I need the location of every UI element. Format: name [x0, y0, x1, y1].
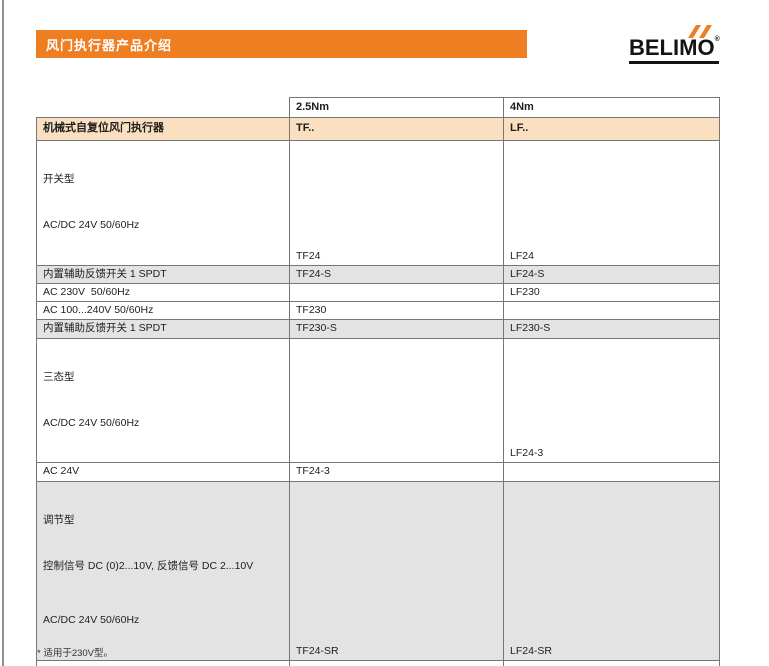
- row-label: AC 24V: [36, 462, 290, 482]
- empty-corner-cell: [36, 97, 290, 118]
- value-cell: 开关型 40-75s；调节型 / 三态型 150s 25s @ -20...+5…: [503, 660, 720, 666]
- row-label: AC 100...240V 50/60Hz: [36, 301, 290, 321]
- column-header-25nm: 2.5Nm: [289, 97, 504, 118]
- value-cell: LF24-SR: [503, 480, 720, 662]
- series-lf: LF..: [503, 117, 720, 141]
- spec-table: 2.5Nm 4Nm 机械式自复位风门执行器 TF.. LF.. 开关型 AC/D…: [36, 97, 720, 666]
- value-cell: LF230-S: [503, 319, 720, 339]
- row-label: 开关型 AC/DC 24V 50/60Hz: [36, 140, 290, 266]
- ac100-240-row: AC 100...240V 50/60Hz TF230: [36, 301, 720, 321]
- value-cell: LF24: [503, 140, 720, 266]
- column-header-4nm: 4Nm: [503, 97, 720, 118]
- value-cell: 开关型75s；调节型 / 三态型 150s 25s @ -20...+50°C …: [289, 660, 504, 666]
- row-label: AC 230V 50/60Hz: [36, 282, 290, 303]
- footnote: * 适用于230V型。: [37, 648, 114, 659]
- aux-switch-row: 内置辅助反馈开关 1 SPDT TF24-S LF24-S: [36, 264, 720, 284]
- page-title: 风门执行器产品介绍: [46, 37, 173, 53]
- value-cell: LF24-S: [503, 264, 720, 284]
- value-cell: [503, 462, 720, 482]
- row-label: 三态型 AC/DC 24V 50/60Hz: [36, 337, 290, 464]
- spec-table-wrap: 2.5Nm 4Nm 机械式自复位风门执行器 TF.. LF.. 开关型 AC/D…: [36, 97, 720, 666]
- row-label: 调节型 控制信号 DC (0)2...10V, 反馈信号 DC 2...10V …: [36, 480, 290, 662]
- row-label: 机械式自复位风门执行器: [36, 117, 290, 141]
- value-cell: [289, 337, 504, 464]
- ac24-row: AC 24V TF24-3: [36, 462, 720, 482]
- value-cell: TF24: [289, 140, 504, 266]
- value-cell: LF24-3: [503, 337, 720, 464]
- modulating-row: 调节型 控制信号 DC (0)2...10V, 反馈信号 DC 2...10V …: [36, 480, 720, 662]
- runtime-row: 运行时间-电机 -弹簧复位 开关型75s；调节型 / 三态型 150s 25s …: [36, 660, 720, 666]
- value-cell: TF24-3: [289, 462, 504, 482]
- value-cell: [503, 301, 720, 321]
- section-title-bar: 风门执行器产品介绍: [36, 30, 527, 58]
- brand-wordmark: BELIMO®: [629, 35, 720, 60]
- tristate-row: 三态型 AC/DC 24V 50/60Hz LF24-3: [36, 337, 720, 464]
- value-cell: TF230-S: [289, 319, 504, 339]
- aux-switch-230-row: 内置辅助反馈开关 1 SPDT TF230-S LF230-S: [36, 319, 720, 339]
- ac230-row: AC 230V 50/60Hz LF230: [36, 282, 720, 303]
- series-tf: TF..: [289, 117, 504, 141]
- logo-underline: [629, 61, 719, 64]
- value-cell: TF230: [289, 301, 504, 321]
- value-cell: TF24-SR: [289, 480, 504, 662]
- belimo-slashes-icon: [629, 24, 719, 38]
- registered-mark: ®: [714, 36, 720, 43]
- torque-header-row: 2.5Nm 4Nm: [36, 97, 720, 118]
- value-cell: LF230: [503, 282, 720, 303]
- brand-logo: BELIMO®: [629, 24, 720, 64]
- row-label: 内置辅助反馈开关 1 SPDT: [36, 264, 290, 284]
- row-label: 运行时间-电机 -弹簧复位: [36, 660, 290, 666]
- switching-type-row: 开关型 AC/DC 24V 50/60Hz TF24 LF24: [36, 140, 720, 266]
- value-cell: TF24-S: [289, 264, 504, 284]
- product-family-row: 机械式自复位风门执行器 TF.. LF..: [36, 117, 720, 141]
- page-edge-line: [2, 0, 4, 666]
- row-label: 内置辅助反馈开关 1 SPDT: [36, 319, 290, 339]
- value-cell: [289, 282, 504, 303]
